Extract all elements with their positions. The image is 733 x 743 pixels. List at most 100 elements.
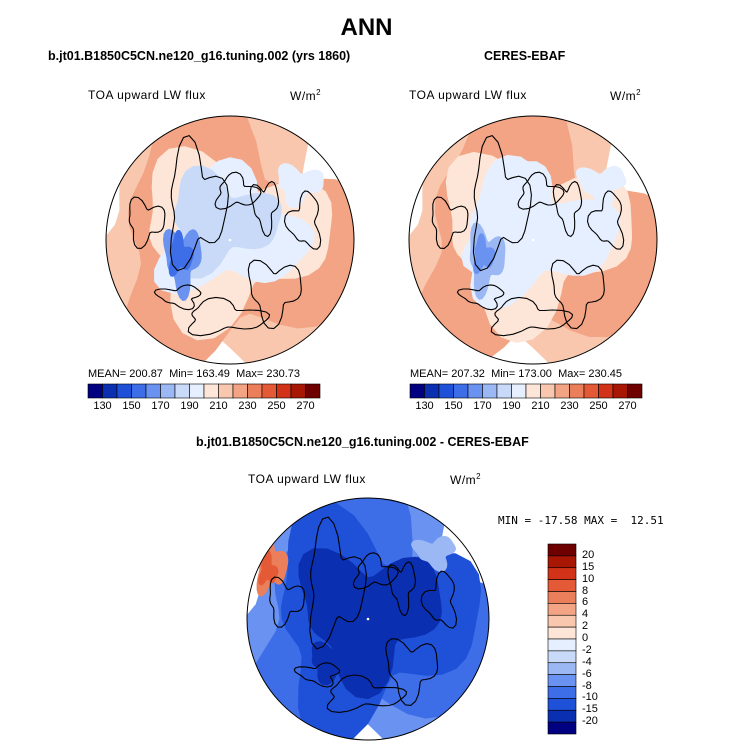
panel-model-colorbar-box — [131, 383, 147, 399]
panel-model-colorbar-box — [116, 383, 132, 399]
panel-obs-colorbar-box — [554, 383, 570, 399]
panel-model-coastline — [187, 296, 271, 337]
panel-obs-colorbar-ticks: 130 150 170 190 210 230 250 270 — [410, 400, 642, 414]
panel-obs-coastline — [552, 180, 583, 238]
panel-model-coastline — [169, 134, 229, 272]
panel-diff-colorbar-box — [547, 591, 577, 604]
panel-obs-colorbar-tick: 190 — [502, 400, 521, 412]
panel-obs-units: W/m2 — [610, 88, 642, 103]
panel-diff-coastline — [309, 516, 367, 650]
panel-model-colorbar-box — [305, 383, 321, 399]
panel-model-pole-marker — [228, 238, 232, 242]
panel-model-colorbar-tick: 270 — [296, 400, 315, 412]
panel-diff-colorbar-tick: 4 — [582, 608, 589, 621]
panel-diff-colorbar-tick: 2 — [582, 620, 589, 633]
panel-diff-colorbar-box — [547, 543, 577, 557]
panel-obs-coastline — [517, 171, 565, 210]
panel-obs-colorbar-box — [598, 383, 614, 399]
panel-obs-colorbar-box — [467, 383, 483, 399]
panel-model-colorbar-ticks: 130 150 170 190 210 230 250 270 — [88, 400, 320, 414]
panel-diff-coastline — [326, 674, 408, 713]
panel-obs-colorbar-box — [482, 383, 498, 399]
panel-obs-max: 230.45 — [588, 368, 622, 380]
panel-diff-coastline — [293, 662, 341, 688]
panel-obs-colorbar-box — [438, 383, 454, 399]
panel-obs-map-border — [408, 115, 658, 365]
panel-obs-colorbar-tick: 130 — [415, 400, 434, 412]
panel-model-coastline — [249, 180, 280, 238]
panel-obs-coastline — [456, 284, 505, 311]
panel-diff-colorbar-tick: -15 — [582, 703, 598, 716]
panel-diff-colorbar-tick: 8 — [582, 584, 589, 597]
panel-diff-coastline — [387, 561, 416, 617]
panel-model-min: 163.49 — [196, 368, 230, 380]
panel-model-colorbar-box — [102, 383, 118, 399]
panel-obs-map — [408, 115, 658, 365]
panel-model-colorbar — [87, 383, 321, 399]
panel-diff-colorbar-tick: 15 — [582, 560, 595, 573]
panel-obs-coastline — [431, 196, 469, 249]
panel-model-field-region — [278, 163, 324, 209]
panel-obs-colorbar-box — [583, 383, 599, 399]
panel-model-max: 230.73 — [266, 368, 300, 380]
panel-obs-colorbar-box — [511, 383, 527, 399]
panel-model-coastline — [128, 196, 166, 249]
panel-obs-colorbar-tick: 250 — [589, 400, 608, 412]
panel-model-coastline — [214, 171, 262, 210]
panel-model-field-region — [168, 229, 194, 277]
page-title: ANN — [340, 14, 393, 41]
panel-model-colorbar-tick: 210 — [209, 400, 228, 412]
panel-diff-colorbar-box — [547, 626, 577, 640]
panel-diff-colorbar-tick: -20 — [582, 715, 598, 728]
panel-obs-title: CERES-EBAF — [484, 49, 566, 63]
panel-diff-colorbar-box — [547, 567, 577, 580]
panel-diff-field-region — [311, 641, 357, 686]
panel-diff-title: b.jt01.B1850C5CN.ne120_g16.tuning.002 - … — [196, 435, 529, 449]
panel-diff-colorbar-box — [547, 686, 577, 699]
panel-diff-coastline — [269, 576, 305, 628]
panel-obs-coastline — [472, 134, 532, 272]
panel-diff-colorbar-tick: -4 — [582, 655, 592, 668]
panel-obs-colorbar-box — [627, 383, 643, 399]
panel-obs-colorbar-tick: 230 — [560, 400, 579, 412]
panel-diff-colorbar-tick: -6 — [582, 667, 592, 680]
panel-diff-colorbar-box — [547, 579, 577, 592]
panel-model-title: b.jt01.B1850C5CN.ne120_g16.tuning.002 (y… — [48, 49, 351, 63]
panel-obs-colorbar-box — [409, 383, 425, 399]
panel-obs-coastline — [586, 190, 625, 250]
panel-obs-colorbar-box — [453, 383, 469, 399]
panel-model-colorbar-tick: 190 — [180, 400, 199, 412]
panel-obs-coastline — [490, 296, 574, 337]
panel-model-colorbar-box — [189, 383, 205, 399]
panel-obs-coastline — [550, 259, 605, 330]
panel-obs-colorbar-tick: 210 — [531, 400, 550, 412]
panel-diff-stats: MIN = -17.58 MAX = 12.51 — [498, 514, 664, 527]
panel-model-map — [105, 115, 355, 365]
panel-diff-field-region — [411, 535, 456, 572]
panel-model-colorbar-box — [218, 383, 234, 399]
panel-diff-colorbar-tick: -2 — [582, 643, 592, 656]
panel-diff-colorbar-tick: -8 — [582, 679, 592, 692]
panel-obs-colorbar — [409, 383, 643, 399]
panel-model-map-border — [105, 115, 355, 365]
panel-model-colorbar-tick: 170 — [151, 400, 170, 412]
panel-diff-map — [246, 497, 490, 741]
panel-diff-colorbar-tick: 0 — [582, 632, 589, 644]
panel-model-colorbar-box — [87, 383, 103, 399]
panel-diff-colorbar-box — [547, 721, 577, 735]
panel-model-colorbar-box — [232, 383, 248, 399]
panel-obs-colorbar-box — [496, 383, 512, 399]
panel-obs-colorbar-box — [424, 383, 440, 399]
panel-diff-coastline — [352, 552, 399, 590]
panel-obs-mean: 207.32 — [451, 368, 485, 380]
panel-model-coastline — [283, 190, 322, 250]
panel-model-colorbar-box — [261, 383, 277, 399]
panel-model-colorbar-tick: 130 — [93, 400, 112, 412]
panel-diff-map-border — [246, 497, 490, 741]
panel-diff-field-region — [298, 548, 442, 700]
panel-model-colorbar-box — [174, 383, 190, 399]
panel-diff-colorbar-box — [547, 614, 577, 628]
panel-obs-colorbar-box — [540, 383, 556, 399]
panel-diff-colorbar-box — [547, 555, 577, 569]
panel-obs-colorbar-tick: 270 — [618, 400, 637, 412]
